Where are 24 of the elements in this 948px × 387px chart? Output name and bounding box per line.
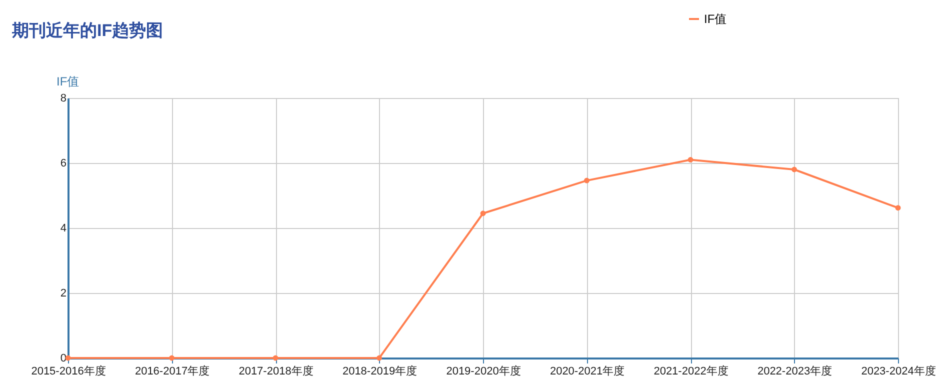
y-tick-label: 4 bbox=[60, 222, 66, 234]
point bbox=[272, 355, 278, 361]
x-tick-label: 2023-2024年度 bbox=[861, 364, 936, 378]
point bbox=[792, 166, 797, 172]
point bbox=[169, 355, 174, 361]
point bbox=[688, 157, 694, 162]
point bbox=[480, 210, 486, 216]
y-axis-title: IF值 bbox=[56, 74, 80, 88]
y-tick-label: 6 bbox=[60, 158, 66, 170]
point bbox=[895, 205, 901, 211]
chart-title: 期刊近年的IF趋势图 bbox=[11, 21, 164, 40]
x-tick-label: 2020-2021年度 bbox=[550, 364, 625, 378]
x-tick-label: 2016-2017年度 bbox=[134, 364, 210, 378]
point bbox=[584, 178, 590, 184]
x-tick-label: 2015-2016年度 bbox=[31, 364, 106, 378]
x-tick-label: 2021-2022年度 bbox=[654, 364, 728, 378]
point bbox=[376, 355, 382, 361]
legend-label: IF值 bbox=[704, 12, 727, 26]
x-tick-label: 2017-2018年度 bbox=[238, 364, 314, 378]
x-tick-label: 2019-2020年度 bbox=[446, 364, 521, 378]
x-tick-label: 2022-2023年度 bbox=[757, 364, 832, 378]
y-tick-label: 8 bbox=[60, 92, 66, 104]
x-tick-label: 2018-2019年度 bbox=[342, 364, 418, 378]
y-tick-label: 2 bbox=[60, 288, 66, 300]
